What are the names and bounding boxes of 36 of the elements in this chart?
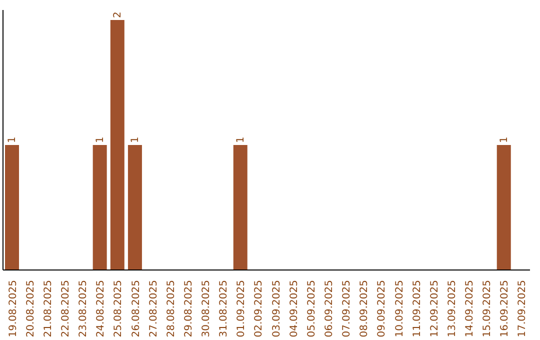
x-tick-label: 09.09.2025 — [376, 280, 388, 338]
x-tick-label: 28.08.2025 — [166, 280, 177, 338]
x-tick-label: 12.09.2025 — [429, 280, 440, 338]
x-tick-label: 11.09.2025 — [412, 280, 423, 338]
x-tick-label: 31.08.2025 — [218, 280, 230, 338]
x-tick-label: 07.09.2025 — [342, 280, 353, 338]
x-tick-label: 15.09.2025 — [482, 280, 494, 338]
x-tick-label: 04.09.2025 — [288, 280, 300, 338]
x-tick-label: 03.09.2025 — [271, 280, 282, 338]
x-tick-label: 02.09.2025 — [254, 280, 265, 338]
x-tick-label: 16.09.2025 — [500, 280, 511, 338]
x-tick-label: 08.09.2025 — [359, 280, 370, 338]
x-tick-label: 22.08.2025 — [60, 280, 72, 338]
data-label: 1 — [235, 136, 246, 143]
x-tick-label: 27.08.2025 — [148, 280, 160, 338]
x-tick-label: 06.09.2025 — [324, 280, 335, 338]
x-tick-label: 29.08.2025 — [183, 280, 194, 338]
x-tick-label: 20.08.2025 — [25, 280, 36, 338]
x-tick-label: 10.09.2025 — [394, 280, 406, 338]
x-tick-label: 21.08.2025 — [42, 280, 54, 338]
data-label: 1 — [94, 136, 106, 143]
data-label: 1 — [498, 136, 510, 143]
data-label: 2 — [112, 12, 124, 18]
data-label: 1 — [7, 136, 18, 143]
data-label: 1 — [130, 136, 141, 143]
x-tick-label: 17.09.2025 — [517, 280, 528, 338]
x-tick-label: 23.08.2025 — [78, 280, 90, 338]
x-tick-label: 25.08.2025 — [113, 280, 124, 338]
x-tick-label: 19.08.2025 — [8, 280, 19, 338]
x-tick-label: 13.09.2025 — [446, 280, 458, 338]
x-tick-label: 30.08.2025 — [201, 280, 212, 338]
x-tick-label: 24.08.2025 — [96, 280, 107, 338]
x-tick-label: 14.09.2025 — [464, 280, 476, 338]
x-tick-label: 26.08.2025 — [130, 280, 142, 338]
x-tick-label: 05.09.2025 — [306, 280, 318, 338]
x-tick-label: 01.09.2025 — [236, 280, 248, 338]
